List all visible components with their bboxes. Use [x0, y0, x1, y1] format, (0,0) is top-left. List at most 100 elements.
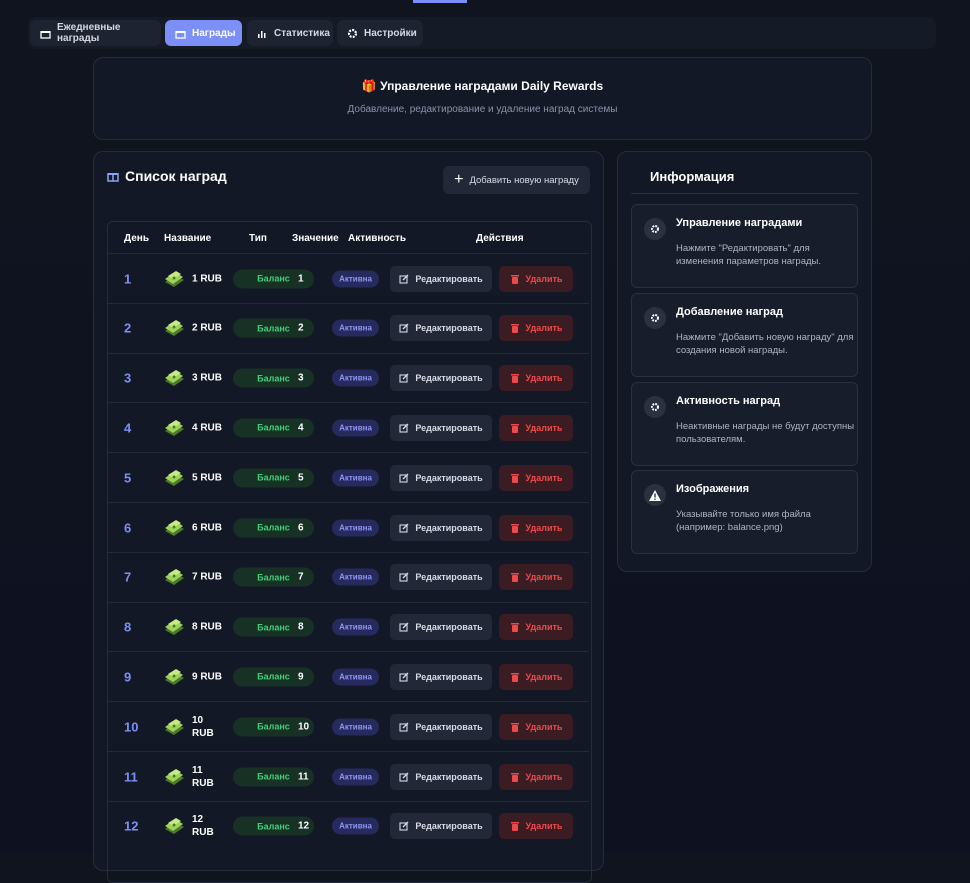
- progress-indicator: [413, 0, 467, 3]
- edit-button[interactable]: Редактировать: [390, 813, 492, 840]
- nav-tab[interactable]: Статистика: [247, 20, 333, 46]
- edit-label: Редактировать: [415, 622, 483, 633]
- info-divider: [631, 193, 858, 194]
- delete-label: Удалить: [525, 472, 563, 483]
- edit-button[interactable]: Редактировать: [390, 464, 492, 491]
- edit-label: Редактировать: [415, 472, 483, 483]
- reward-value: 9: [298, 671, 304, 683]
- reward-icon: [163, 369, 185, 387]
- info-item-title: Управление наградами: [676, 217, 803, 229]
- reward-name: 7 RUB: [192, 571, 223, 583]
- nav-tab-label: Награды: [192, 27, 236, 39]
- reward-value: 7: [298, 571, 304, 583]
- reward-status: Активна: [332, 369, 379, 387]
- info-item: Добавление наград Нажмите "Добавить новую…: [631, 293, 858, 377]
- info-item-text: Нажмите "Редактировать" для изменения па…: [676, 243, 822, 267]
- nav-tab-label: Настройки: [364, 27, 417, 39]
- reward-day: 9: [124, 669, 132, 685]
- edit-button[interactable]: Редактировать: [390, 414, 492, 441]
- edit-button[interactable]: Редактировать: [390, 663, 492, 690]
- edit-label: Редактировать: [415, 273, 483, 284]
- delete-button[interactable]: Удалить: [499, 763, 573, 790]
- delete-icon: [510, 672, 520, 682]
- nav-tab[interactable]: Награды: [165, 20, 242, 46]
- delete-button[interactable]: Удалить: [499, 514, 573, 541]
- edit-button[interactable]: Редактировать: [390, 763, 492, 790]
- reward-icon: [163, 319, 185, 337]
- edit-icon: [399, 423, 409, 433]
- info-item: Активность наград Неактивные награды не б…: [631, 382, 858, 466]
- reward-day: 4: [124, 420, 132, 436]
- reward-status: Активна: [332, 519, 379, 536]
- gift-icon: [107, 173, 119, 182]
- edit-button[interactable]: Редактировать: [390, 365, 492, 392]
- edit-button[interactable]: Редактировать: [390, 564, 492, 591]
- column-header: Значение: [292, 233, 339, 244]
- info-item: Управление наградами Нажмите "Редактирова…: [631, 204, 858, 288]
- reward-day: 2: [124, 320, 132, 336]
- reward-value: 12: [298, 820, 310, 832]
- reward-name: 1 RUB: [192, 273, 223, 284]
- info-item-title: Активность наград: [676, 395, 781, 407]
- edit-button[interactable]: Редактировать: [390, 713, 492, 740]
- edit-button[interactable]: Редактировать: [390, 514, 492, 541]
- reward-name: 11 RUB: [192, 764, 214, 789]
- delete-icon: [510, 323, 520, 334]
- delete-button[interactable]: Удалить: [499, 315, 573, 342]
- delete-label: Удалить: [525, 821, 563, 832]
- add-reward-button[interactable]: + Добавить новую награду: [443, 166, 590, 194]
- delete-button[interactable]: Удалить: [499, 365, 573, 392]
- delete-button[interactable]: Удалить: [499, 265, 573, 292]
- nav-tab-icon: [347, 28, 358, 39]
- reward-type: Баланс: [233, 518, 314, 537]
- delete-button[interactable]: Удалить: [499, 614, 573, 641]
- delete-button[interactable]: Удалить: [499, 564, 573, 591]
- header-title-text: Управление наградами Daily Rewards: [380, 79, 604, 93]
- edit-button[interactable]: Редактировать: [390, 265, 492, 292]
- edit-label: Редактировать: [415, 522, 483, 533]
- reward-icon: [163, 718, 185, 736]
- delete-button[interactable]: Удалить: [499, 663, 573, 690]
- header-card: 🎁 Управление наградами Daily Rewards Доб…: [93, 57, 872, 140]
- edit-icon: [399, 274, 409, 284]
- reward-day: 1: [124, 271, 132, 286]
- nav-tab-icon: [175, 28, 186, 39]
- delete-button[interactable]: Удалить: [499, 813, 573, 840]
- reward-status: Активна: [332, 568, 379, 586]
- reward-day: 3: [124, 370, 132, 386]
- edit-button[interactable]: Редактировать: [390, 614, 492, 641]
- delete-icon: [510, 722, 520, 732]
- info-item-text: Неактивные награды не будут доступны пол…: [676, 421, 855, 445]
- info-item-text: Указывайте только имя файла (например: b…: [676, 509, 811, 533]
- header-subtitle: Добавление, редактирование и удаление на…: [347, 104, 618, 115]
- delete-icon: [510, 523, 520, 533]
- reward-row: 11 11 RUB Баланс 11 Активна Редактировать Удал…: [108, 751, 589, 801]
- edit-icon: [399, 772, 409, 782]
- reward-name: 10 RUB: [192, 714, 214, 739]
- nav-tab[interactable]: Ежедневные награды: [30, 20, 161, 46]
- nav-tab[interactable]: Настройки: [337, 20, 423, 46]
- delete-icon: [510, 473, 520, 483]
- reward-icon: [163, 270, 185, 288]
- edit-label: Редактировать: [415, 323, 483, 334]
- info-item-text: Нажмите "Добавить новую награду" для соз…: [676, 332, 854, 356]
- delete-label: Удалить: [525, 522, 563, 533]
- delete-icon: [510, 423, 520, 433]
- delete-button[interactable]: Удалить: [499, 713, 573, 740]
- delete-button[interactable]: Удалить: [499, 464, 573, 491]
- edit-icon: [399, 622, 409, 632]
- reward-status: Активна: [332, 319, 379, 337]
- reward-status: Активна: [332, 668, 379, 686]
- edit-label: Редактировать: [415, 671, 483, 682]
- edit-button[interactable]: Редактировать: [390, 315, 492, 342]
- reward-status: Активна: [332, 419, 379, 437]
- reward-icon: [163, 817, 185, 835]
- delete-button[interactable]: Удалить: [499, 414, 573, 441]
- reward-icon: [163, 419, 185, 437]
- info-icon: [644, 307, 666, 329]
- reward-type: Баланс: [233, 468, 314, 488]
- reward-type: Баланс: [233, 667, 314, 687]
